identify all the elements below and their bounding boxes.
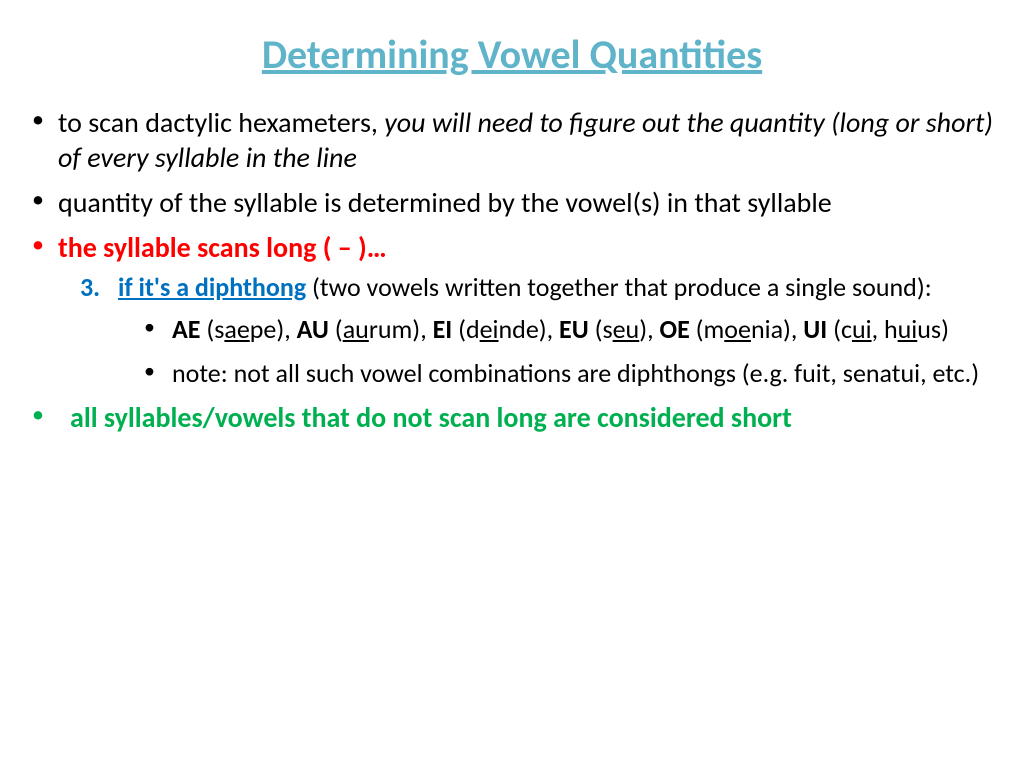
bullet-list: to scan dactylic hexameters, you will ne…: [20, 105, 1004, 435]
sub-item-rest: (two vowels written together that produc…: [306, 271, 932, 303]
bullet-4-text: all syllables/vowels that do not scan lo…: [70, 400, 792, 435]
ui-u2: ui: [898, 313, 918, 345]
ui-pre: (c: [827, 313, 852, 345]
au-post: rum),: [369, 313, 433, 345]
ui-u1: ui: [852, 313, 872, 345]
bullet-4: all syllables/vowels that do not scan lo…: [20, 400, 1004, 435]
au-u: au: [343, 313, 369, 345]
sub-item-3: 3. if it's a diphthong (two vowels writt…: [80, 271, 1004, 390]
ui-post: us): [917, 313, 949, 345]
sub-item-link: if it's a diphthong: [118, 271, 306, 303]
ei-pre: (d: [452, 313, 479, 345]
ui-mid: , h: [872, 313, 898, 345]
au-label: AU: [297, 313, 329, 345]
ei-label: EI: [433, 313, 453, 345]
bullet-3-text: the syllable scans long ( – )…: [58, 230, 387, 265]
sub-list: 3. if it's a diphthong (two vowels writt…: [58, 271, 1004, 390]
eu-label: EU: [559, 313, 589, 345]
ae-post: pe),: [250, 313, 297, 345]
diphthong-note: note: not all such vowel combinations ar…: [138, 357, 1004, 391]
diphthong-examples: AE (saepe), AU (aurum), EI (deinde), EU …: [138, 313, 1004, 347]
bullet-2: quantity of the syllable is determined b…: [20, 185, 1004, 220]
ae-u: ae: [224, 313, 249, 345]
ei-u: ei: [480, 313, 499, 345]
ae-label: AE: [172, 313, 200, 345]
oe-u: oe: [724, 313, 751, 345]
oe-label: OE: [659, 313, 689, 345]
slide-title: Determining Vowel Quantities: [20, 30, 1004, 79]
ui-label: UI: [803, 313, 827, 345]
oe-pre: (m: [690, 313, 725, 345]
eu-pre: (s: [589, 313, 613, 345]
ae-pre: (s: [200, 313, 224, 345]
diphthong-note-text: note: not all such vowel combinations ar…: [172, 357, 979, 389]
bullet-3: the syllable scans long ( – )… 3. if it'…: [20, 230, 1004, 390]
sub-item-number: 3.: [80, 271, 100, 305]
sub-sub-list: AE (saepe), AU (aurum), EI (deinde), EU …: [118, 313, 1004, 391]
eu-u: eu: [613, 313, 640, 345]
bullet-1-text-a: to scan dactylic hexameters,: [58, 105, 384, 140]
oe-post: nia),: [751, 313, 803, 345]
eu-post: ),: [639, 313, 659, 345]
au-pre: (: [329, 313, 343, 345]
bullet-2-text: quantity of the syllable is determined b…: [58, 185, 832, 220]
bullet-1: to scan dactylic hexameters, you will ne…: [20, 105, 1004, 175]
ei-post: nde),: [499, 313, 560, 345]
